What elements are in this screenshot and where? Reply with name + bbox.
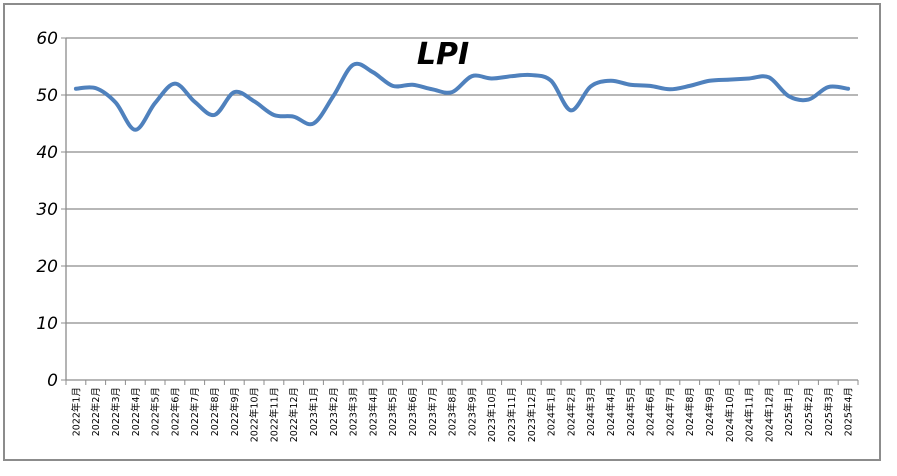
data-point xyxy=(589,84,593,88)
x-tick-label: 2024年9月 xyxy=(704,387,716,436)
data-point xyxy=(331,94,335,98)
x-tick-label: 2022年3月 xyxy=(110,387,122,436)
x-tick-label: 2023年3月 xyxy=(348,387,360,436)
x-tick-label: 2022年2月 xyxy=(90,387,102,436)
data-point xyxy=(549,79,553,83)
data-point xyxy=(153,101,157,105)
data-point xyxy=(114,100,118,104)
data-point xyxy=(371,70,375,74)
data-point xyxy=(94,86,98,90)
x-tick-label: 2025年3月 xyxy=(823,387,835,436)
data-point xyxy=(272,113,276,117)
data-point xyxy=(450,90,454,94)
data-point xyxy=(470,74,474,78)
data-point xyxy=(569,108,573,112)
data-point xyxy=(846,87,850,91)
x-tick-label: 2022年4月 xyxy=(130,387,142,436)
gridlines xyxy=(61,37,858,381)
data-point xyxy=(213,113,217,117)
x-tick-label: 2023年2月 xyxy=(328,387,340,436)
x-tick-label: 2023年4月 xyxy=(367,387,379,436)
data-point xyxy=(529,73,533,77)
data-point xyxy=(609,79,613,83)
x-tick-label: 2023年9月 xyxy=(466,387,478,436)
x-tick-label: 2022年5月 xyxy=(150,387,162,436)
x-tick-label: 2022年9月 xyxy=(229,387,241,436)
x-tick-label: 2024年4月 xyxy=(605,387,617,436)
data-point xyxy=(727,78,731,82)
data-point xyxy=(688,84,692,88)
x-tick-label: 2022年10月 xyxy=(249,387,261,442)
x-tick-label: 2024年1月 xyxy=(546,387,558,436)
data-point xyxy=(411,83,415,87)
data-point xyxy=(351,63,355,67)
data-point xyxy=(747,76,751,80)
data-point xyxy=(430,87,434,91)
x-tick-label: 2024年10月 xyxy=(724,387,736,442)
data-point xyxy=(767,75,771,79)
x-tick-label: 2024年7月 xyxy=(664,387,676,436)
x-tick-label: 2024年6月 xyxy=(645,387,657,436)
x-tick-label: 2023年5月 xyxy=(387,387,399,436)
data-point xyxy=(708,79,712,83)
x-tick-labels: 2022年1月 2022年2月 2022年3月 2022年4月 2022年5月 2022年… xyxy=(70,387,854,442)
data-point xyxy=(668,87,672,91)
data-point xyxy=(807,98,811,102)
x-tick-label: 2024年3月 xyxy=(585,387,597,436)
x-tick-label: 2022年12月 xyxy=(288,387,300,442)
data-point xyxy=(826,85,830,89)
y-tick-label: 40 xyxy=(36,143,58,163)
data-point xyxy=(292,115,296,119)
x-tick-label: 2022年11月 xyxy=(268,387,280,442)
data-point xyxy=(628,83,632,87)
x-tick-label: 2023年10月 xyxy=(486,387,498,442)
x-tick-label: 2024年2月 xyxy=(565,387,577,436)
y-tick-label: 30 xyxy=(36,200,58,220)
x-tick-label: 2023年6月 xyxy=(407,387,419,436)
data-point xyxy=(510,74,514,78)
x-tick-label: 2022年6月 xyxy=(169,387,181,436)
x-tick-label: 2025年2月 xyxy=(803,387,815,436)
data-point xyxy=(490,76,494,80)
y-tick-label: 20 xyxy=(36,257,58,277)
chart-title: LPI xyxy=(417,37,469,72)
x-tick-label: 2025年4月 xyxy=(843,387,855,436)
data-point xyxy=(252,99,256,103)
x-tick-label: 2023年8月 xyxy=(447,387,459,436)
x-tick-label: 2022年7月 xyxy=(189,387,201,436)
y-tick-labels: 0 10 20 30 40 50 60 xyxy=(36,29,58,391)
data-point xyxy=(648,84,652,88)
x-tick-label: 2024年5月 xyxy=(625,387,637,436)
data-point xyxy=(232,90,236,94)
y-tick-label: 50 xyxy=(36,86,58,106)
x-tick-label: 2023年7月 xyxy=(427,387,439,436)
x-tick-label: 2024年11月 xyxy=(744,387,756,442)
x-tick-label: 2022年1月 xyxy=(70,387,82,436)
x-tick-label: 2023年12月 xyxy=(526,387,538,442)
lpi-series-line xyxy=(73,61,851,132)
data-point xyxy=(74,87,78,91)
data-point xyxy=(193,100,197,104)
x-tick-label: 2022年8月 xyxy=(209,387,221,436)
y-tick-label: 10 xyxy=(36,314,58,334)
data-point xyxy=(391,84,395,88)
x-tick-label: 2023年1月 xyxy=(308,387,320,436)
x-tick-label: 2024年12月 xyxy=(763,387,775,442)
data-point xyxy=(787,94,791,98)
y-tick-label: 0 xyxy=(47,371,58,391)
y-tick-label: 60 xyxy=(36,29,58,49)
x-tick-label: 2023年11月 xyxy=(506,387,518,442)
series-layer xyxy=(73,61,851,132)
data-point xyxy=(133,128,137,132)
data-point xyxy=(312,122,316,126)
data-point xyxy=(173,82,177,86)
x-tick-label: 2024年8月 xyxy=(684,387,696,436)
axes xyxy=(65,38,859,385)
x-tick-label: 2025年1月 xyxy=(783,387,795,436)
